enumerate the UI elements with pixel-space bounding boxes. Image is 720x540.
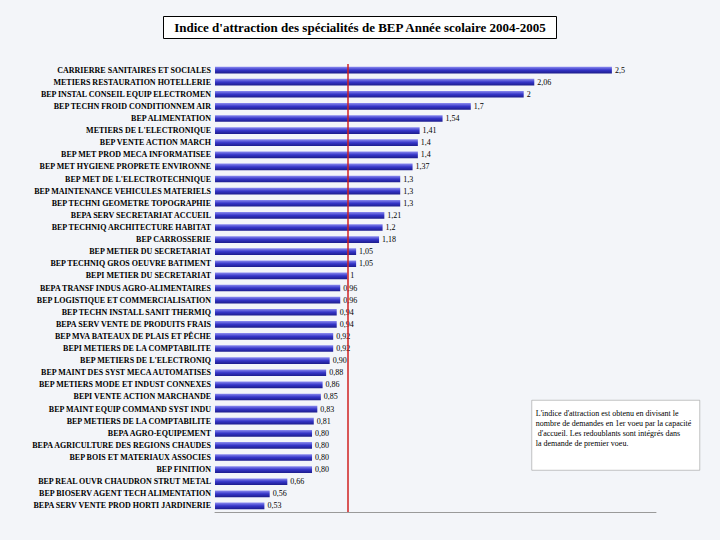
svg-text:1,3: 1,3 — [403, 175, 413, 184]
svg-text:0,92: 0,92 — [336, 331, 351, 341]
svg-text:BEPI METIER DU SECRETARIAT: BEPI METIER DU SECRETARIAT — [86, 271, 212, 280]
svg-text:CARRIERRE SANITAIRES ET SOCIAL: CARRIERRE SANITAIRES ET SOCIALES — [57, 66, 211, 75]
svg-text:0,92: 0,92 — [336, 344, 351, 353]
svg-text:0,80: 0,80 — [315, 453, 329, 462]
svg-text:1,05: 1,05 — [359, 247, 373, 256]
svg-text:1: 1 — [350, 271, 354, 280]
svg-text:0,96: 0,96 — [343, 296, 357, 305]
svg-text:1,7: 1,7 — [474, 102, 484, 111]
svg-text:0,86: 0,86 — [326, 380, 340, 389]
svg-text:0,83: 0,83 — [320, 405, 334, 414]
svg-text:BEP BOIS ET MATERIAUX ASSOCIES: BEP BOIS ET MATERIAUX ASSOCIES — [69, 453, 211, 462]
svg-text:2,5: 2,5 — [615, 66, 625, 75]
svg-text:BEP METIERS MODE ET INDUST CON: BEP METIERS MODE ET INDUST CONNEXES — [39, 380, 212, 389]
svg-text:nombre de demandes en 1er voeu: nombre de demandes en 1er voeu par la ca… — [536, 419, 692, 428]
svg-text:BEP INSTAL CONSEIL EQUIP ELECT: BEP INSTAL CONSEIL EQUIP ELECTROMEN — [41, 90, 211, 99]
svg-text:0,80: 0,80 — [315, 465, 329, 474]
svg-text:0,81: 0,81 — [317, 417, 331, 426]
svg-text:0,80: 0,80 — [315, 429, 329, 438]
svg-text:BEP TECHN INSTALL SANIT THERMI: BEP TECHN INSTALL SANIT THERMIQ — [62, 308, 211, 317]
svg-text:0,53: 0,53 — [267, 501, 281, 510]
svg-text:0,88: 0,88 — [329, 368, 343, 377]
svg-text:0,80: 0,80 — [315, 441, 329, 450]
svg-text:BEP METIER DU SECRETARIAT: BEP METIER DU SECRETARIAT — [89, 247, 211, 256]
svg-text:BEPA TRANSF INDUS AGRO-ALIMENT: BEPA TRANSF INDUS AGRO-ALIMENTAIRES — [40, 284, 212, 293]
svg-text:BEPA SERV SECRETARIAT ACCUEIL: BEPA SERV SECRETARIAT ACCUEIL — [71, 211, 211, 220]
svg-text:d'accueil. Les redoublants son: d'accueil. Les redoublants sont intégrés… — [536, 429, 682, 438]
svg-text:BEP METIERS DE LA COMPTABILITE: BEP METIERS DE LA COMPTABILITE — [67, 417, 211, 426]
svg-text:0,66: 0,66 — [290, 477, 304, 486]
svg-text:BEP MET HYGIENE PROPRETE ENVIR: BEP MET HYGIENE PROPRETE ENVIRONNE — [40, 162, 211, 171]
svg-text:1,37: 1,37 — [416, 162, 430, 171]
svg-text:BEP MAINT EQUIP COMMAND SYST I: BEP MAINT EQUIP COMMAND SYST INDU — [49, 405, 211, 414]
svg-text:1,05: 1,05 — [359, 259, 373, 268]
svg-text:L'indice d'attraction est obte: L'indice d'attraction est obtenu en divi… — [536, 409, 681, 418]
svg-text:BEP CARROSSERIE: BEP CARROSSERIE — [136, 235, 211, 244]
svg-text:BEPA AGRO-EQUIPEMENT: BEPA AGRO-EQUIPEMENT — [108, 429, 212, 438]
svg-text:0,94: 0,94 — [340, 320, 354, 329]
svg-text:2,06: 2,06 — [537, 78, 551, 87]
svg-text:la demande de premier voeu.: la demande de premier voeu. — [536, 439, 629, 448]
svg-text:BEP REAL OUVR CHAUDRON STRUT M: BEP REAL OUVR CHAUDRON STRUT METAL — [38, 477, 211, 486]
svg-text:METIERS RESTAURATION HOTELLERI: METIERS RESTAURATION HOTELLERIE — [53, 78, 211, 87]
svg-text:0,94: 0,94 — [340, 308, 354, 317]
svg-text:2: 2 — [527, 90, 531, 99]
svg-text:1,4: 1,4 — [421, 150, 431, 159]
svg-text:BEP FINITION: BEP FINITION — [157, 465, 212, 474]
svg-text:BEP TECHN FROID CONDITIONNEM A: BEP TECHN FROID CONDITIONNEM AIR — [54, 102, 211, 111]
svg-text:0,96: 0,96 — [343, 284, 357, 293]
svg-text:1,41: 1,41 — [423, 126, 437, 135]
svg-text:1,2: 1,2 — [386, 223, 396, 232]
svg-text:BEP LOGISTIQUE ET COMMERCIALIS: BEP LOGISTIQUE ET COMMERCIALISATION — [37, 296, 211, 305]
svg-text:0,85: 0,85 — [324, 392, 338, 401]
svg-text:1,3: 1,3 — [403, 187, 413, 196]
svg-text:1,21: 1,21 — [387, 211, 401, 220]
svg-text:BEP MAINTENANCE VEHICULES MATE: BEP MAINTENANCE VEHICULES MATERIELS — [34, 187, 211, 196]
svg-text:1,18: 1,18 — [382, 235, 396, 244]
svg-text:0,56: 0,56 — [273, 489, 287, 498]
svg-text:0,90: 0,90 — [333, 356, 347, 365]
svg-text:BEP BIOSERV AGENT TECH ALIMENT: BEP BIOSERV AGENT TECH ALIMENTATION — [39, 489, 211, 498]
svg-text:BEP TECHNI GEOMETRE TOPOGRAPHI: BEP TECHNI GEOMETRE TOPOGRAPHIE — [52, 199, 211, 208]
svg-text:1,4: 1,4 — [421, 138, 431, 147]
svg-text:BEP MET PROD MECA INFORMATISEE: BEP MET PROD MECA INFORMATISEE — [61, 150, 211, 159]
svg-text:BEP MVA BATEAUX DE PLAIS ET PÊ: BEP MVA BATEAUX DE PLAIS ET PÊCHE — [55, 331, 211, 341]
svg-text:BEP ALIMENTATION: BEP ALIMENTATION — [131, 114, 211, 123]
svg-text:BEPI VENTE ACTION MARCHANDE: BEPI VENTE ACTION MARCHANDE — [74, 392, 211, 401]
svg-text:BEPA AGRICULTURE DES REGIONS C: BEPA AGRICULTURE DES REGIONS CHAUDES — [32, 441, 211, 450]
svg-text:METIERS DE L'ELECTRONIQUE: METIERS DE L'ELECTRONIQUE — [86, 126, 211, 135]
svg-text:BEP VENTE ACTION MARCH: BEP VENTE ACTION MARCH — [100, 138, 212, 147]
svg-text:BEP TECHNIQ ARCHITECTURE HABIT: BEP TECHNIQ ARCHITECTURE HABITAT — [52, 223, 212, 232]
svg-text:1,54: 1,54 — [446, 114, 460, 123]
svg-text:BEP METIERS DE L'ELECTRONIQ: BEP METIERS DE L'ELECTRONIQ — [80, 356, 211, 365]
svg-text:BEPA SERV VENTE DE PRODUITS FR: BEPA SERV VENTE DE PRODUITS FRAIS — [56, 320, 212, 329]
svg-text:BEPI METIERS DE LA COMPTABILIT: BEPI METIERS DE LA COMPTABILITE — [63, 344, 211, 353]
svg-text:BEP TECHNIQ GROS OEUVRE BATIME: BEP TECHNIQ GROS OEUVRE BATIMENT — [50, 259, 211, 268]
svg-text:BEP MET DE L'ELECTROTECHNIQUE: BEP MET DE L'ELECTROTECHNIQUE — [65, 175, 211, 184]
svg-text:BEPA SERV VENTE PROD HORTI JAR: BEPA SERV VENTE PROD HORTI JARDINERIE — [34, 501, 211, 510]
svg-text:Indice d'attraction des spécia: Indice d'attraction des spécialités de B… — [174, 20, 546, 35]
svg-text:BEP MAINT DES SYST MECA AUTOMA: BEP MAINT DES SYST MECA AUTOMATISES — [41, 368, 211, 377]
svg-text:1,3: 1,3 — [403, 199, 413, 208]
